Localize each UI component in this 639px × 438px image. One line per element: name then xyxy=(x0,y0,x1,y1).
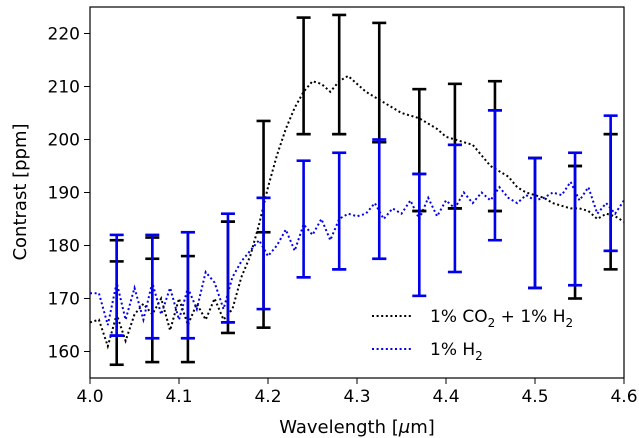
y-tick-label-0: 160 xyxy=(48,343,80,363)
errorbar-1-0 xyxy=(109,233,124,337)
errorbar-0-7 xyxy=(372,21,387,144)
errorbar-1-6 xyxy=(332,151,347,271)
plot-area xyxy=(89,6,625,379)
errorbar-1-12 xyxy=(568,151,583,287)
y-tick-label-3: 190 xyxy=(48,184,80,204)
errorbar-layer xyxy=(109,13,618,367)
errorbar-1-10 xyxy=(487,109,502,242)
x-tick-label-6: 4.6 xyxy=(610,387,637,407)
series-line-1 xyxy=(90,179,625,326)
y-tick-label-5: 210 xyxy=(48,78,80,98)
y-axis: 160 170 180 190 200 210 220 xyxy=(48,25,90,363)
errorbar-1-4 xyxy=(256,196,271,311)
errorbar-0-6 xyxy=(332,13,347,136)
y-tick-label-1: 170 xyxy=(48,290,80,310)
errorbar-1-11 xyxy=(528,156,542,290)
y-tick-label-4: 200 xyxy=(48,131,80,151)
x-tick-label-2: 4.2 xyxy=(254,387,281,407)
x-tick-label-0: 4.0 xyxy=(76,387,103,407)
legend: 1% CO2 + 1% H2 1% H2 xyxy=(372,307,573,363)
x-tick-label-4: 4.4 xyxy=(432,387,459,407)
errorbar-1-9 xyxy=(447,143,462,274)
legend-label-h2: 1% H2 xyxy=(430,340,483,363)
y-axis-label: Contrast [ppm] xyxy=(10,123,31,260)
x-axis-label-unit: m] xyxy=(410,417,435,438)
errorbar-1-1 xyxy=(145,233,160,340)
x-axis-label: Wavelength [μm] xyxy=(279,417,435,438)
series-layer xyxy=(89,74,625,350)
errorbar-0-5 xyxy=(296,16,311,136)
errorbar-1-2 xyxy=(180,230,195,340)
x-axis: 4.0 4.1 4.2 4.3 4.4 4.5 4.6 xyxy=(76,378,638,407)
x-tick-label-5: 4.5 xyxy=(521,387,548,407)
x-tick-label-3: 4.3 xyxy=(343,387,370,407)
errorbar-1-8 xyxy=(412,172,427,298)
x-axis-label-mu: μ xyxy=(398,417,410,438)
series-line-0 xyxy=(89,74,625,350)
y-tick-label-2: 180 xyxy=(48,237,80,257)
errorbar-1-3 xyxy=(220,212,235,324)
legend-label-co2-h2: 1% CO2 + 1% H2 xyxy=(430,307,573,330)
y-tick-label-6: 220 xyxy=(48,25,80,45)
x-tick-label-1: 4.1 xyxy=(165,387,192,407)
errorbar-1-13 xyxy=(603,114,618,253)
errorbar-1-5 xyxy=(296,159,311,279)
errorbar-1-7 xyxy=(372,138,387,261)
x-axis-label-text: Wavelength [ xyxy=(279,417,399,438)
